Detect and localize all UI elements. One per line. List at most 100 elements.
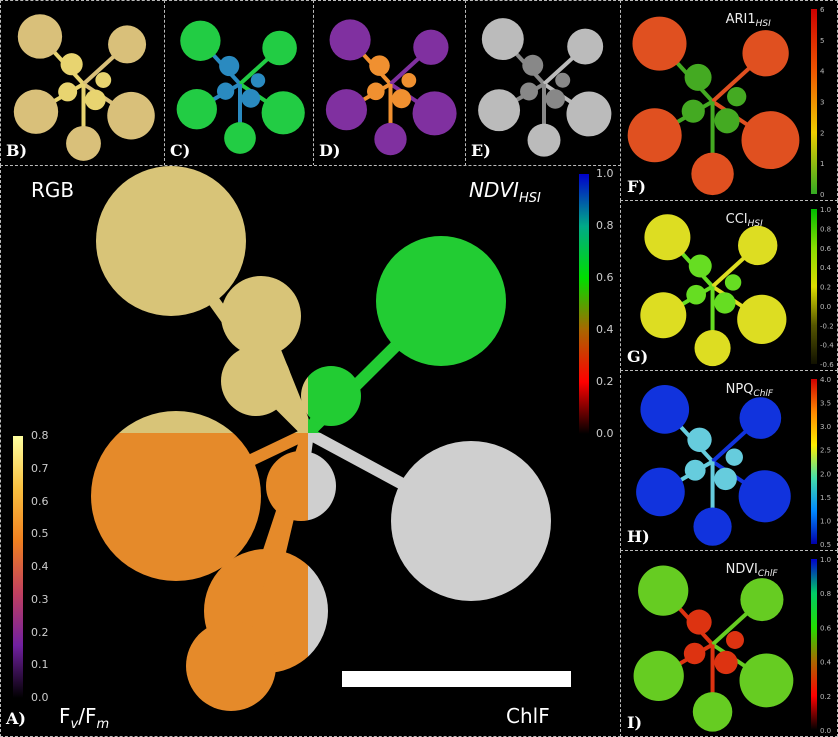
colorbar-tick: -0.6 (820, 361, 834, 369)
leaf (739, 397, 782, 439)
leaf (241, 89, 261, 108)
panel-label: C) (170, 141, 191, 160)
leaf (118, 411, 234, 433)
leaf (688, 254, 712, 278)
leaf (261, 91, 305, 135)
leaf (108, 25, 147, 64)
panel-c-ndvi: C) (164, 0, 314, 166)
leaf (684, 63, 712, 91)
leaf (95, 72, 112, 88)
plant-image: 4.0 3.5 3.0 2.5 2.0 1.5 1.0 0.5 NPQChlF H) (627, 376, 831, 549)
colorbar-tick: 3 (820, 99, 824, 107)
panel-title: NDVIChlF (726, 562, 779, 579)
quadrant-image (308, 236, 506, 433)
leaf (725, 448, 743, 466)
colorbar-tick: -0.4 (820, 342, 834, 350)
colorbar-tick: 0 (820, 191, 824, 199)
colorbar-tick: 1.0 (820, 206, 831, 214)
leaf (741, 111, 800, 170)
colorbar (811, 209, 817, 364)
colorbar-tick: 0.0 (31, 691, 49, 704)
colorbar-tick: 0.8 (820, 225, 831, 233)
quadrant-label-chlf: ChlF (506, 704, 550, 728)
leaf (391, 441, 551, 601)
panel-title: ARI1HSI (726, 12, 772, 29)
colorbar (811, 559, 817, 730)
ndvi-colorbar (579, 174, 589, 434)
leaf (687, 427, 712, 452)
leaf (726, 631, 744, 649)
leaf (640, 385, 690, 434)
quadrant-image (91, 433, 308, 711)
colorbar-tick: 6 (820, 6, 825, 14)
leaf (481, 18, 524, 61)
colorbar-tick: 1.0 (596, 167, 614, 180)
leaf (60, 53, 83, 76)
colorbar (811, 9, 817, 194)
leaf (401, 72, 417, 88)
leaf (520, 82, 539, 101)
leaf (391, 89, 412, 109)
leaf (545, 89, 565, 109)
colorbar-tick: 0.2 (820, 693, 831, 701)
leaf (714, 467, 737, 491)
leaf (17, 14, 63, 59)
panel-h-npq: 4.0 3.5 3.0 2.5 2.0 1.5 1.0 0.5 NPQChlF H) (620, 370, 838, 551)
leaf (180, 20, 221, 61)
ndvi-text: NDVI (469, 178, 519, 202)
leaf (186, 621, 276, 711)
plant-image: 1.0 0.8 0.6 0.4 0.2 0.0 -0.2 -0.4 -0.6 CCIHSI G) (627, 206, 834, 369)
leaf (636, 467, 685, 517)
v-sub: v (70, 717, 79, 732)
leaf (740, 578, 784, 622)
m-sub: m (96, 717, 110, 732)
colorbar-tick: 0.0 (596, 427, 614, 440)
leaf (566, 91, 612, 137)
panel-label: I) (627, 713, 642, 732)
quadrant-image (308, 433, 551, 657)
quadrant-label-ndvi: NDVIHSI (469, 178, 541, 206)
leaf (640, 292, 687, 339)
colorbar-tick: 0.4 (820, 264, 832, 272)
panel-b-rgb: B) (0, 0, 165, 166)
leaf (684, 459, 706, 481)
colorbar-tick: 1.0 (820, 517, 831, 525)
leaf (727, 87, 747, 107)
leaf (555, 72, 571, 88)
composite-plant-image (91, 166, 551, 711)
leaf (308, 565, 328, 657)
panel-e-chlf: E) (465, 0, 621, 166)
fm-text: /F (78, 704, 97, 728)
panel-g-cci: 1.0 0.8 0.6 0.4 0.2 0.0 -0.2 -0.4 -0.6 CCIHSI G) (620, 200, 838, 371)
leaf (714, 650, 738, 675)
panel-label: G) (627, 347, 648, 366)
leaf (58, 82, 78, 102)
panel-label: B) (6, 141, 28, 160)
leaf (85, 89, 106, 111)
leaf (686, 284, 706, 305)
colorbar-tick: 0.2 (31, 625, 49, 639)
leaf (691, 152, 734, 196)
colorbar-tick: 2.5 (820, 447, 831, 455)
plant-image (325, 19, 457, 156)
leaf (96, 166, 246, 316)
leaf (742, 30, 789, 77)
leaf (737, 294, 787, 344)
quadrant-image (96, 166, 308, 433)
plant-image: 1.0 0.8 0.6 0.4 0.2 0.0 NDVIChlF I) (627, 556, 832, 735)
panel-label: H) (627, 527, 650, 546)
leaf (266, 451, 308, 521)
leaf (681, 99, 705, 123)
leaf (738, 225, 778, 266)
panel-a-composite: RGB NDVIHSI Fv/Fm ChlF A) 1.0 0.8 0.6 0.4 0.… (0, 165, 621, 737)
leaf (325, 89, 367, 131)
leaf (693, 507, 732, 546)
leaf (633, 650, 684, 702)
colorbar-tick: 1 (820, 160, 824, 168)
leaf (638, 565, 689, 616)
leaf (739, 653, 794, 708)
leaf (522, 54, 544, 76)
leaf (216, 82, 235, 100)
colorbar-tick: -0.2 (820, 322, 834, 330)
colorbar-tick: 0.8 (31, 429, 49, 442)
